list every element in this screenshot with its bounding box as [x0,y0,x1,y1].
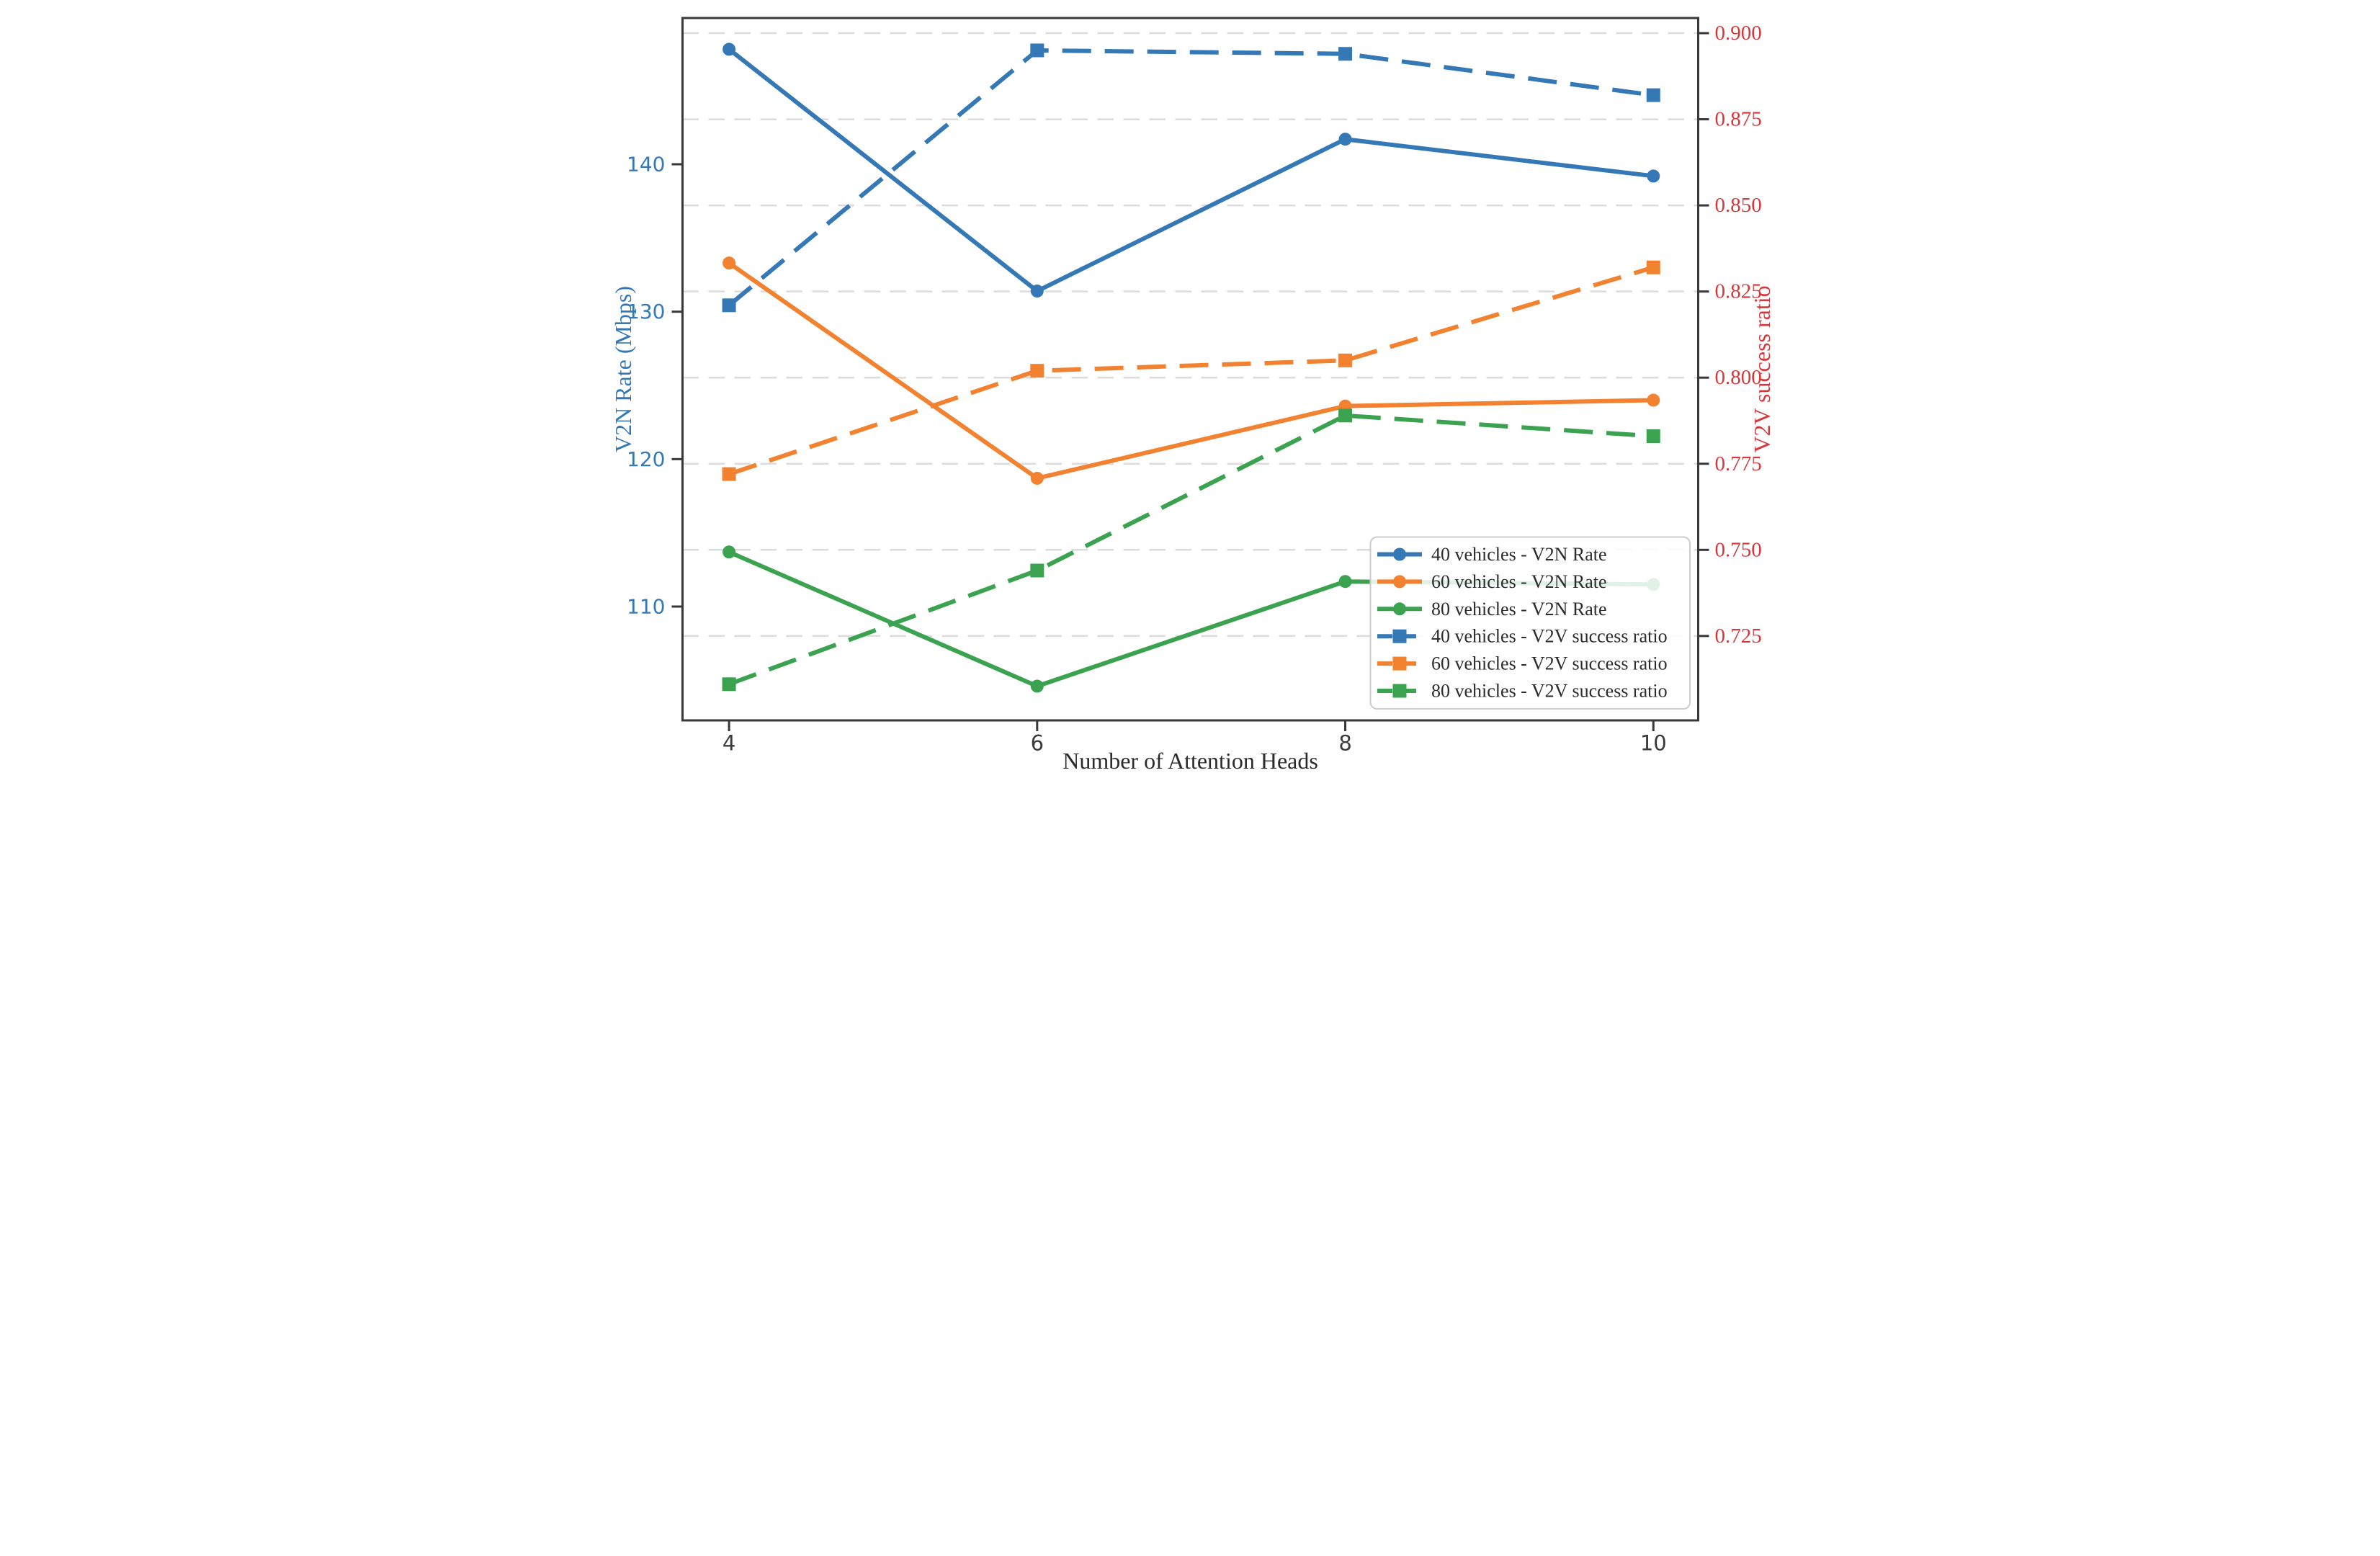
marker-square-series5-x4 [722,677,736,692]
x-axis-title: Number of Attention Heads [1062,748,1318,774]
legend-marker-circle [1393,575,1406,589]
marker-circle-series2-x4 [722,545,736,559]
legend-entry-label: 80 vehicles - V2N Rate [1431,599,1607,620]
y-axis-left-title: V2N Rate (Mbps) [610,286,636,452]
marker-square-series4-x8 [1338,353,1353,367]
marker-square-series5-x10 [1646,429,1660,444]
series-line-5 [728,413,1654,687]
y-right-tick-label: 0.850 [1715,194,1762,217]
dual-axis-line-chart: 110 120 130 140 0.725 0.750 0.775 0.800 0.825 0.8… [595,0,1785,778]
plot-frame-spines [681,17,1699,722]
y-right-tick-label: 0.900 [1715,22,1762,45]
legend-entry-label: 40 vehicles - V2N Rate [1431,544,1607,565]
marker-circle-series1-x10 [1647,393,1660,407]
legend-marker-square [1392,629,1407,643]
marker-circle-series2-x6 [1030,679,1044,693]
legend-entry-label: 60 vehicles - V2V success ratio [1431,653,1668,674]
marker-square-series3-x10 [1646,88,1660,102]
series-line-1 [728,261,1654,480]
marker-circle-series0-x6 [1030,285,1044,298]
marker-circle-series0-x4 [722,43,736,56]
marker-circle-series2-x8 [1338,575,1352,589]
y-right-tick-label: 0.750 [1715,538,1762,561]
y-axis-right-title: V2V success ratio [1749,285,1775,452]
legend-marker-square [1392,656,1407,671]
x-tick-label: 6 [1031,731,1044,756]
y-left-tick-label: 110 [627,595,665,619]
y-right-tick-label: 0.725 [1715,625,1762,648]
marker-square-series4-x6 [1030,364,1044,378]
legend-entry-label: 60 vehicles - V2N Rate [1431,571,1607,592]
legend-marker-square [1392,684,1407,698]
y-left-tick-label: 140 [627,153,665,176]
marker-square-series3-x4 [722,298,736,313]
marker-square-series5-x8 [1338,408,1353,423]
legend-entry-label: 80 vehicles - V2V success ratio [1431,681,1668,702]
y-right-tick-label: 0.875 [1715,108,1762,131]
legend-entry-label: 40 vehicles - V2V success ratio [1431,626,1668,647]
y-left-tick-label: 130 [627,300,665,323]
marker-square-series4-x10 [1646,260,1660,274]
series-line-4 [728,265,1655,476]
marker-circle-series0-x10 [1647,169,1660,183]
marker-square-series5-x6 [1030,563,1044,578]
figure-canvas-wrapper: 110 120 130 140 0.725 0.750 0.775 0.800 0.825 0.8… [595,0,1785,778]
x-tick-label: 8 [1338,731,1351,756]
legend-marker-circle [1393,602,1406,616]
x-tick-label: 4 [722,731,735,756]
legend-marker-circle [1393,547,1406,561]
legend-box [1369,536,1691,710]
marker-square-series3-x6 [1030,43,1044,58]
marker-square-series3-x8 [1338,47,1353,61]
marker-square-series4-x4 [722,467,736,481]
y-right-tick-label: 0.800 [1715,366,1762,389]
y-right-tick-label: 0.775 [1715,452,1762,475]
y-right-tick-label: 0.825 [1715,280,1762,303]
y-left-tick-label: 120 [627,447,665,471]
marker-circle-series0-x8 [1338,133,1352,146]
marker-circle-series1-x4 [722,256,736,270]
series-line-3 [728,48,1654,308]
marker-circle-series1-x6 [1030,471,1044,485]
series-line-0 [728,48,1654,294]
x-tick-label: 10 [1640,731,1667,756]
